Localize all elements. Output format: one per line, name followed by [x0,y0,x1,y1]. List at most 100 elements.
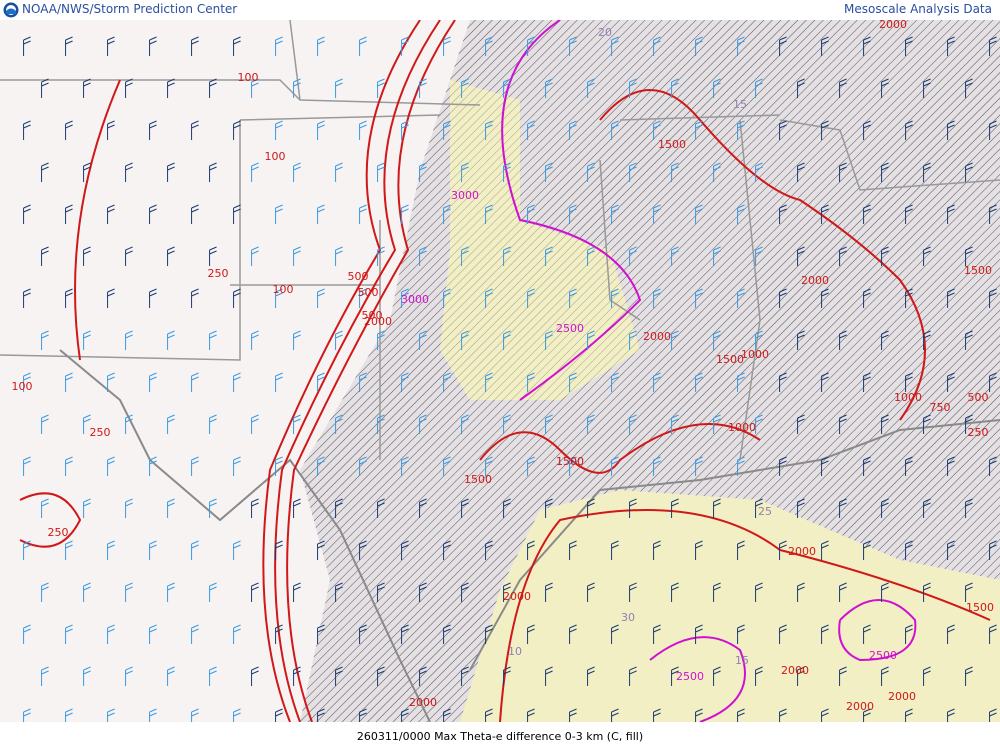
wind-barb [125,666,133,686]
wind-barb [41,666,49,686]
wind-barb [629,330,637,350]
wind-barb [443,456,451,476]
wind-barb [65,708,73,722]
contour-label: 15 [735,654,749,667]
wind-barb [545,162,553,182]
wind-barb [23,708,31,722]
wind-barb [443,540,451,560]
wind-barb [275,372,283,392]
wind-barb [65,624,73,644]
wind-barb [65,288,73,308]
wind-barb [377,78,385,98]
wind-barb [125,78,133,98]
contour-label: 3000 [451,189,479,202]
wind-barb [293,498,301,518]
wind-barb [107,288,115,308]
wind-barb [377,498,385,518]
wind-barb [233,204,241,224]
wind-barb [443,36,451,56]
wind-barb [545,246,553,266]
wind-barb [461,162,469,182]
wind-barb [443,120,451,140]
wind-barb [149,36,157,56]
wind-barb [653,288,661,308]
wind-barb [695,288,703,308]
wind-barb [905,288,913,308]
wind-barb [107,120,115,140]
wind-barb [65,372,73,392]
wind-barb [317,624,325,644]
wind-barb [335,498,343,518]
wind-barb [317,540,325,560]
wind-barb [923,78,931,98]
wind-barb [107,624,115,644]
wind-barb [359,204,367,224]
wind-barb [233,372,241,392]
wind-barb [947,204,955,224]
wind-barb [779,372,787,392]
contour-label: 2500 [556,322,584,335]
wind-barb [335,582,343,602]
contour-label: 500 [358,286,379,299]
wind-barb [905,540,913,560]
wind-barb [821,624,829,644]
wind-barb [335,414,343,434]
wind-barb [461,330,469,350]
wind-barb [443,708,451,722]
wind-barb [419,582,427,602]
wind-barb [671,414,679,434]
wind-barb [965,330,973,350]
contour-label: 2000 [879,20,907,31]
wind-barb [947,120,955,140]
wind-barb [545,414,553,434]
contour-label: 250 [90,426,111,439]
wind-barb [167,246,175,266]
wind-barb [83,246,91,266]
contour-label: 100 [12,380,33,393]
wind-barb [41,582,49,602]
wind-barb [83,78,91,98]
wind-barb [125,582,133,602]
wind-barb [41,414,49,434]
wind-barb [125,330,133,350]
wind-barb [611,372,619,392]
wind-barb [401,456,409,476]
wind-barb [947,288,955,308]
wind-barb [419,78,427,98]
wind-barb [359,120,367,140]
wind-barb [167,498,175,518]
wind-barb [545,330,553,350]
wind-barb [989,540,997,560]
wind-barb [797,666,805,686]
wind-barb [821,708,829,722]
wind-barb [695,36,703,56]
contour-label: 30 [621,611,635,624]
wind-barb [839,162,847,182]
wind-barb [737,708,745,722]
wind-barb [863,288,871,308]
wind-barb [629,78,637,98]
wind-barb [107,540,115,560]
wind-barb [527,120,535,140]
wind-barb [611,708,619,722]
wind-barb [545,498,553,518]
wind-barb [149,708,157,722]
wind-barb [587,498,595,518]
wind-barb [83,666,91,686]
noaa-logo [3,2,19,18]
wind-barb [83,330,91,350]
wind-barb [107,708,115,722]
wind-barb [191,456,199,476]
contour-label: 3000 [401,293,429,306]
wind-barb [569,540,577,560]
wind-barb [797,582,805,602]
wind-barb [443,288,451,308]
wind-barb [737,540,745,560]
wind-barb [401,372,409,392]
wind-barb [485,36,493,56]
wind-barb [629,246,637,266]
wind-barb [107,204,115,224]
wind-barb [23,36,31,56]
wind-barb [881,246,889,266]
